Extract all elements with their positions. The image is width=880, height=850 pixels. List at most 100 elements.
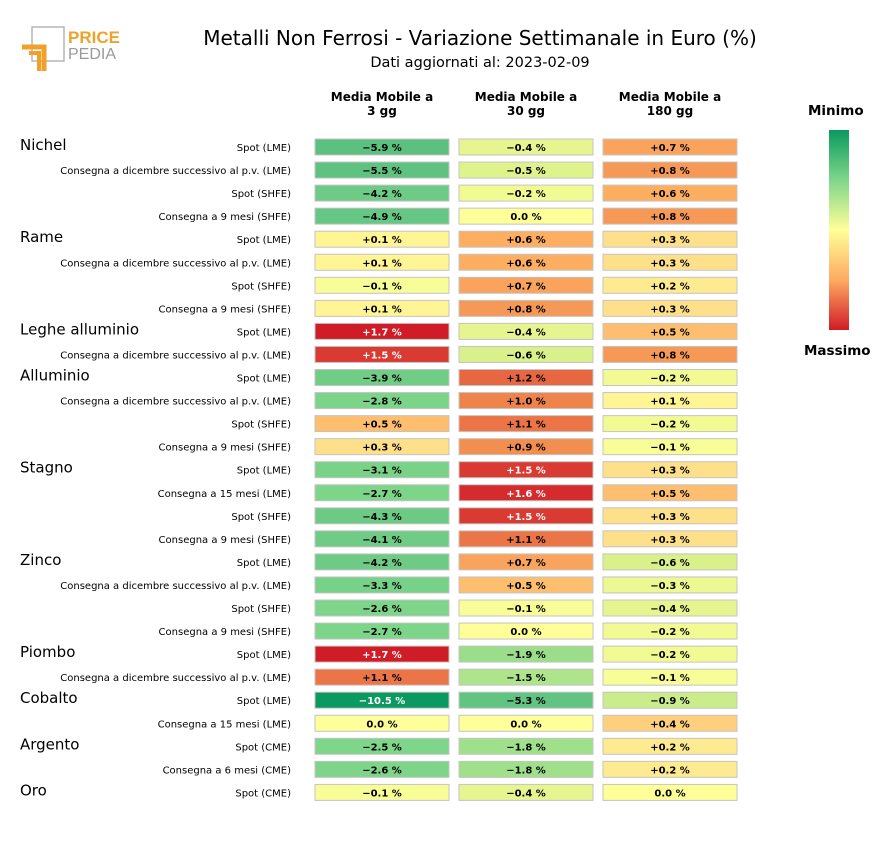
heatmap-cell — [314, 415, 450, 433]
heatmap-cell — [602, 369, 738, 386]
legend-color-scale — [829, 130, 849, 330]
cell-value-label: +0.5 % — [362, 420, 402, 431]
row-label: Spot (SHFE) — [231, 281, 291, 292]
heatmap-cell — [602, 322, 738, 340]
cell-value-label: +1.7 % — [362, 650, 402, 661]
row-label: Spot (LME) — [237, 235, 291, 246]
heatmap-cell — [458, 138, 594, 156]
group-label: Nichel — [20, 136, 67, 154]
heatmap-cell — [314, 253, 450, 271]
heatmap-cell — [602, 276, 738, 294]
row-label: Spot (LME) — [237, 327, 291, 338]
heatmap-cell — [458, 668, 594, 686]
cell-value-label: +1.7 % — [362, 327, 402, 338]
heatmap-cell — [314, 438, 450, 456]
row-label: Consegna a 15 mesi (LME) — [158, 719, 291, 730]
group-label: Cobalto — [20, 689, 78, 707]
heatmap-cell — [314, 345, 450, 363]
cell-value-label: +0.5 % — [506, 581, 546, 592]
cell-value-label: +1.5 % — [506, 466, 546, 477]
row-label: Spot (SHFE) — [231, 512, 291, 523]
cell-value-label: +1.6 % — [506, 489, 546, 500]
group-label: Rame — [20, 228, 63, 246]
group-label: Zinco — [20, 551, 61, 569]
cell-value-label: +1.5 % — [506, 512, 546, 523]
row-label: Spot (CME) — [235, 742, 291, 753]
heatmap-cell — [458, 299, 594, 317]
cell-value-label: −0.1 % — [362, 788, 402, 799]
cell-value-label: +0.1 % — [362, 258, 402, 269]
cell-value-label: +0.3 % — [362, 443, 402, 454]
row-label: Consegna a dicembre successivo al p.v. (… — [60, 581, 291, 592]
cell-value-label: −4.9 % — [362, 212, 402, 223]
group-label: Stagno — [20, 459, 73, 477]
heatmap-cell — [314, 668, 450, 686]
heatmap-cell — [314, 783, 450, 801]
row-label: Spot (LME) — [237, 650, 291, 661]
heatmap-cell — [602, 576, 738, 594]
heatmap-cell — [458, 576, 594, 594]
heatmap-cell — [602, 622, 738, 640]
cell-value-label: −0.1 % — [506, 604, 546, 615]
cell-value-label: −5.5 % — [362, 166, 402, 177]
heatmap-cell — [602, 438, 738, 456]
cell-value-label: +0.3 % — [650, 235, 690, 246]
group-label: Alluminio — [20, 367, 90, 385]
heatmap-cell — [602, 184, 738, 202]
column-header: Media Mobile a 30 gg — [475, 90, 577, 118]
group-label: Piombo — [20, 643, 75, 661]
cell-value-label: +0.3 % — [650, 466, 690, 477]
chart-subtitle: Dati aggiornati al: 2023-02-09 — [370, 55, 590, 71]
group-label: Oro — [20, 781, 47, 799]
heatmap-cell — [458, 461, 594, 479]
cell-value-label: −1.9 % — [506, 650, 546, 661]
heatmap-cell — [602, 783, 738, 801]
heatmap-cell — [314, 322, 450, 340]
row-label: Spot (CME) — [235, 788, 291, 799]
heatmap-cell — [458, 507, 594, 525]
cell-value-label: +0.2 % — [650, 281, 690, 292]
heatmap-cell — [458, 276, 594, 294]
heatmap-cell — [458, 322, 594, 340]
cell-value-label: +1.0 % — [506, 397, 546, 408]
cell-value-label: −0.5 % — [506, 166, 546, 177]
cell-value-label: −2.6 % — [362, 604, 402, 615]
heatmap-cell — [602, 161, 738, 179]
heatmap-cell — [458, 345, 594, 363]
cell-value-label: −10.5 % — [359, 696, 406, 707]
heatmap-cell — [602, 415, 738, 433]
cell-value-label: −2.7 % — [362, 489, 402, 500]
heatmap-cell — [314, 576, 450, 594]
cell-value-label: +0.6 % — [506, 258, 546, 269]
heatmap-cell — [458, 230, 594, 248]
heatmap-cell — [314, 184, 450, 202]
cell-value-label: +0.2 % — [650, 765, 690, 776]
row-label: Consegna a 9 mesi (SHFE) — [159, 443, 292, 454]
heatmap-cell — [602, 599, 738, 617]
cell-value-label: −0.1 % — [650, 673, 690, 684]
cell-value-label: −0.4 % — [506, 143, 546, 154]
heatmap-cell — [458, 783, 594, 801]
heatmap-cell — [602, 737, 738, 755]
heatmap-cell — [602, 760, 738, 778]
cell-value-label: −1.5 % — [506, 673, 546, 684]
heatmap-cell — [602, 714, 738, 732]
cell-value-label: −0.1 % — [650, 443, 690, 454]
heatmap-cell — [314, 645, 450, 663]
heatmap-cell — [458, 760, 594, 778]
cell-value-label: −0.3 % — [650, 581, 690, 592]
heatmap-cell — [602, 691, 738, 709]
heatmap-cell — [314, 461, 450, 479]
heatmap-cell — [314, 691, 450, 709]
heatmap-cell — [602, 392, 738, 410]
heatmap-cell — [458, 530, 594, 548]
cell-value-label: +1.2 % — [506, 374, 546, 385]
row-label: Consegna a dicembre successivo al p.v. (… — [60, 166, 291, 177]
column-header: Media Mobile a 180 gg — [619, 90, 721, 118]
heatmap-cell — [458, 553, 594, 571]
cell-value-label: +0.6 % — [650, 189, 690, 200]
heatmap-cell — [314, 392, 450, 410]
heatmap-cell — [602, 253, 738, 271]
cell-value-label: +0.6 % — [506, 235, 546, 246]
row-label: Consegna a 6 mesi (CME) — [163, 765, 292, 776]
